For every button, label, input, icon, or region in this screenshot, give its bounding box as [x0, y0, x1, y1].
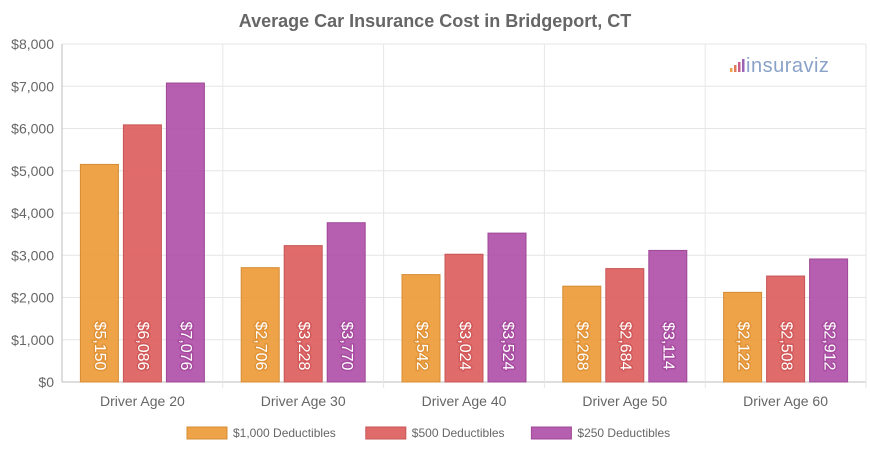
legend-label: $250 Deductibles — [577, 426, 670, 440]
bar[interactable] — [605, 268, 645, 383]
brand-logo: insuraviz — [730, 55, 829, 77]
x-axis: Driver Age 20 Driver Age 30 Driver Age 40 D… — [100, 393, 828, 409]
bar[interactable] — [444, 253, 484, 383]
legend-swatch — [365, 426, 407, 440]
y-tick-label: $4,000 — [11, 205, 54, 221]
legend-swatch — [530, 426, 572, 440]
bar[interactable] — [487, 232, 527, 383]
chart-title: Average Car Insurance Cost in Bridgeport… — [239, 11, 631, 31]
legend-label: $1,000 Deductibles — [233, 426, 336, 440]
y-tick-label: $0 — [38, 374, 54, 390]
bar[interactable] — [326, 222, 366, 383]
bar[interactable] — [122, 124, 162, 383]
bar-labels: $5,150 $6,086 $7,076 $2,706 $3,228 $3,770 $2,5… — [90, 320, 839, 372]
bar-value-label: $2,684 — [617, 322, 634, 371]
bars — [79, 82, 849, 383]
bar-value-label: $3,770 — [338, 322, 355, 371]
bar-value-label: $3,228 — [295, 322, 312, 371]
bar-value-label: $6,086 — [134, 322, 151, 371]
y-tick-label: $1,000 — [11, 332, 54, 348]
x-tick-label: Driver Age 50 — [582, 393, 667, 409]
bar-value-label: $2,542 — [413, 322, 430, 371]
bar[interactable] — [809, 258, 849, 383]
legend-swatch — [186, 426, 228, 440]
logo-text: insuraviz — [746, 55, 829, 77]
bar[interactable] — [723, 291, 763, 383]
legend-label: $500 Deductibles — [412, 426, 505, 440]
bar-value-label: $2,122 — [734, 322, 751, 371]
bar[interactable] — [766, 275, 806, 383]
x-tick-label: Driver Age 30 — [261, 393, 346, 409]
bar[interactable] — [79, 163, 119, 383]
bar[interactable] — [562, 285, 602, 383]
y-tick-label: $5,000 — [11, 163, 54, 179]
bar[interactable] — [401, 274, 441, 383]
bar-value-label: $2,912 — [820, 322, 837, 371]
x-tick-label: Driver Age 40 — [422, 393, 507, 409]
logo-bars-icon — [730, 59, 745, 72]
legend-item[interactable]: $250 Deductibles — [530, 426, 670, 440]
bar-value-label: $2,508 — [777, 322, 794, 371]
legend[interactable]: $1,000 Deductibles $500 Deductibles $250 D… — [186, 426, 670, 440]
x-tick-label: Driver Age 60 — [743, 393, 828, 409]
bar-value-label: $3,024 — [456, 322, 473, 371]
bar-value-label: $3,114 — [660, 322, 677, 370]
y-tick-label: $3,000 — [11, 247, 54, 263]
y-tick-label: $6,000 — [11, 121, 54, 137]
y-axis: $0 $1,000 $2,000 $3,000 $4,000 $5,000 $6,000 $7… — [11, 36, 54, 390]
bar-value-label: $2,706 — [252, 322, 269, 371]
legend-item[interactable]: $1,000 Deductibles — [186, 426, 336, 440]
y-tick-label: $2,000 — [11, 290, 54, 306]
bar[interactable] — [648, 249, 688, 383]
bar-value-label: $2,268 — [574, 322, 591, 371]
y-tick-label: $8,000 — [11, 36, 54, 52]
bar[interactable] — [283, 245, 323, 383]
bar[interactable] — [165, 82, 205, 383]
legend-item[interactable]: $500 Deductibles — [365, 426, 505, 440]
bar-value-label: $3,524 — [499, 322, 516, 371]
x-tick-label: Driver Age 20 — [100, 393, 185, 409]
bar-value-label: $5,150 — [91, 322, 108, 371]
bar-value-label: $7,076 — [177, 322, 194, 371]
y-tick-label: $7,000 — [11, 78, 54, 94]
bar[interactable] — [240, 267, 280, 383]
